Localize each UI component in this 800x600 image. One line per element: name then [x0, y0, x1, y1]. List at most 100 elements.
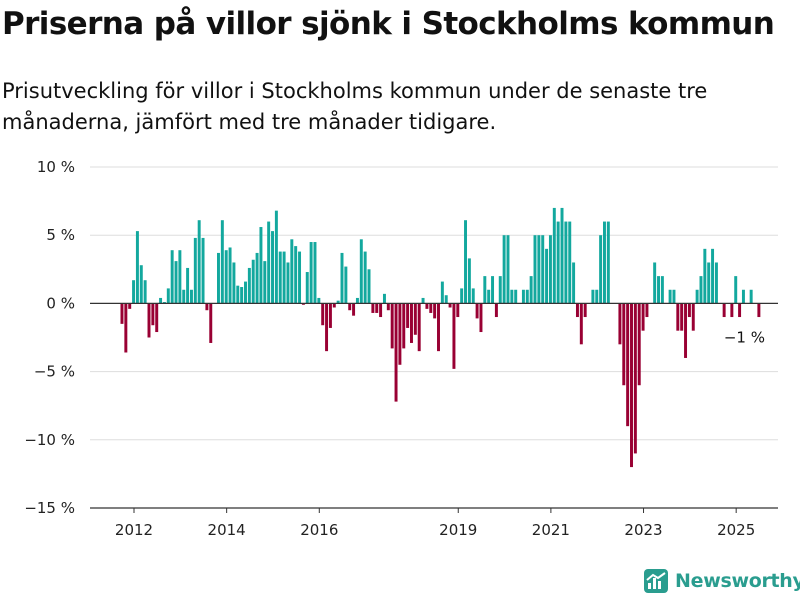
bar: [714, 262, 718, 304]
bar: [309, 242, 313, 304]
bar: [355, 297, 359, 304]
bar: [267, 221, 271, 304]
y-tick-label: −10 %: [24, 431, 75, 449]
bar: [425, 303, 429, 309]
bar: [491, 276, 495, 304]
bar: [282, 251, 286, 304]
x-tick-label: 2016: [300, 521, 338, 539]
bar: [209, 303, 213, 343]
bar: [575, 303, 579, 318]
bar: [340, 252, 344, 304]
bar: [680, 303, 684, 331]
bar: [128, 303, 132, 309]
bar: [367, 269, 371, 304]
bar: [124, 303, 128, 353]
bar: [707, 262, 711, 304]
x-tick-label: 2021: [532, 521, 570, 539]
bar: [382, 293, 386, 304]
bar: [494, 303, 498, 318]
x-tick-label: 2023: [624, 521, 662, 539]
bar: [645, 303, 649, 318]
bar: [525, 289, 529, 304]
bar: [313, 242, 317, 304]
bar: [618, 303, 622, 345]
bar: [197, 220, 201, 304]
bar: [332, 303, 336, 308]
bar: [317, 297, 321, 304]
bar: [336, 300, 340, 304]
chart-title: Priserna på villor sjönk i Stockholms ko…: [2, 6, 775, 42]
bar: [240, 287, 244, 304]
bar: [603, 221, 606, 304]
bar: [413, 303, 417, 335]
bar: [402, 303, 406, 349]
bar: [359, 239, 363, 304]
bar: [135, 231, 139, 304]
bar: [734, 276, 738, 304]
bar: [452, 303, 456, 369]
bar: [189, 289, 193, 304]
bar: [294, 246, 298, 304]
bar: [475, 303, 479, 319]
bar: [178, 250, 182, 304]
gridlines: [90, 166, 778, 441]
bar: [730, 303, 734, 318]
bar: [174, 261, 178, 304]
bar: [398, 303, 402, 365]
bar: [657, 276, 660, 304]
bar: [668, 289, 672, 304]
bar: [541, 235, 545, 304]
bar: [205, 303, 209, 311]
bar: [437, 303, 440, 352]
bar: [595, 289, 599, 304]
bar: [579, 303, 583, 345]
bar: [363, 251, 367, 304]
bar: [132, 280, 136, 304]
bar: [305, 272, 309, 304]
bar: [703, 248, 707, 304]
bar: [143, 280, 147, 304]
bar: [201, 237, 205, 304]
bar: [622, 303, 626, 386]
bar: [660, 276, 664, 304]
chart-subtitle: Prisutveckling för villor i Stockholms k…: [2, 79, 708, 134]
x-tick-label: 2025: [717, 521, 755, 539]
bar: [394, 303, 398, 402]
bar: [483, 276, 487, 304]
bar: [155, 303, 159, 333]
bar: [533, 235, 537, 304]
bar: [444, 295, 448, 304]
bar: [641, 303, 645, 331]
bar: [139, 265, 143, 304]
bar: [591, 289, 595, 304]
axes: [90, 302, 778, 513]
bar: [653, 262, 657, 304]
bar: [456, 303, 460, 318]
bar: [325, 303, 329, 352]
bar: [375, 303, 379, 313]
bar: [537, 235, 541, 304]
bar: [757, 303, 761, 318]
x-tick-label: 2014: [208, 521, 246, 539]
bar: [672, 289, 676, 304]
bar: [738, 303, 742, 318]
bar: [348, 303, 352, 311]
bar: [433, 303, 437, 319]
bar: [460, 288, 464, 304]
bar: [695, 289, 699, 304]
bar: [271, 231, 274, 304]
bar: [556, 221, 560, 304]
bar: [406, 303, 410, 328]
bar: [147, 303, 151, 338]
bar: [564, 221, 568, 304]
bar: [572, 262, 576, 304]
bar: [162, 302, 166, 304]
bar: [251, 259, 255, 304]
bar: [479, 303, 483, 333]
bar: [741, 289, 745, 304]
bar: [379, 303, 383, 318]
bar: [448, 303, 452, 308]
bar: [691, 303, 695, 331]
bar: [159, 297, 163, 304]
bar: [599, 235, 603, 304]
